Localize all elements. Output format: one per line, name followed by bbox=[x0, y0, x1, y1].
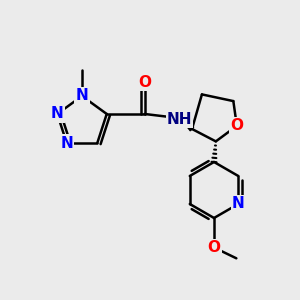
Text: NH: NH bbox=[167, 112, 192, 127]
Text: N: N bbox=[51, 106, 64, 122]
Polygon shape bbox=[181, 118, 194, 131]
Text: N: N bbox=[76, 88, 88, 104]
Text: O: O bbox=[208, 240, 220, 255]
Text: O: O bbox=[138, 75, 151, 90]
Text: N: N bbox=[60, 136, 73, 151]
Text: O: O bbox=[230, 118, 243, 134]
Text: N: N bbox=[232, 196, 245, 211]
